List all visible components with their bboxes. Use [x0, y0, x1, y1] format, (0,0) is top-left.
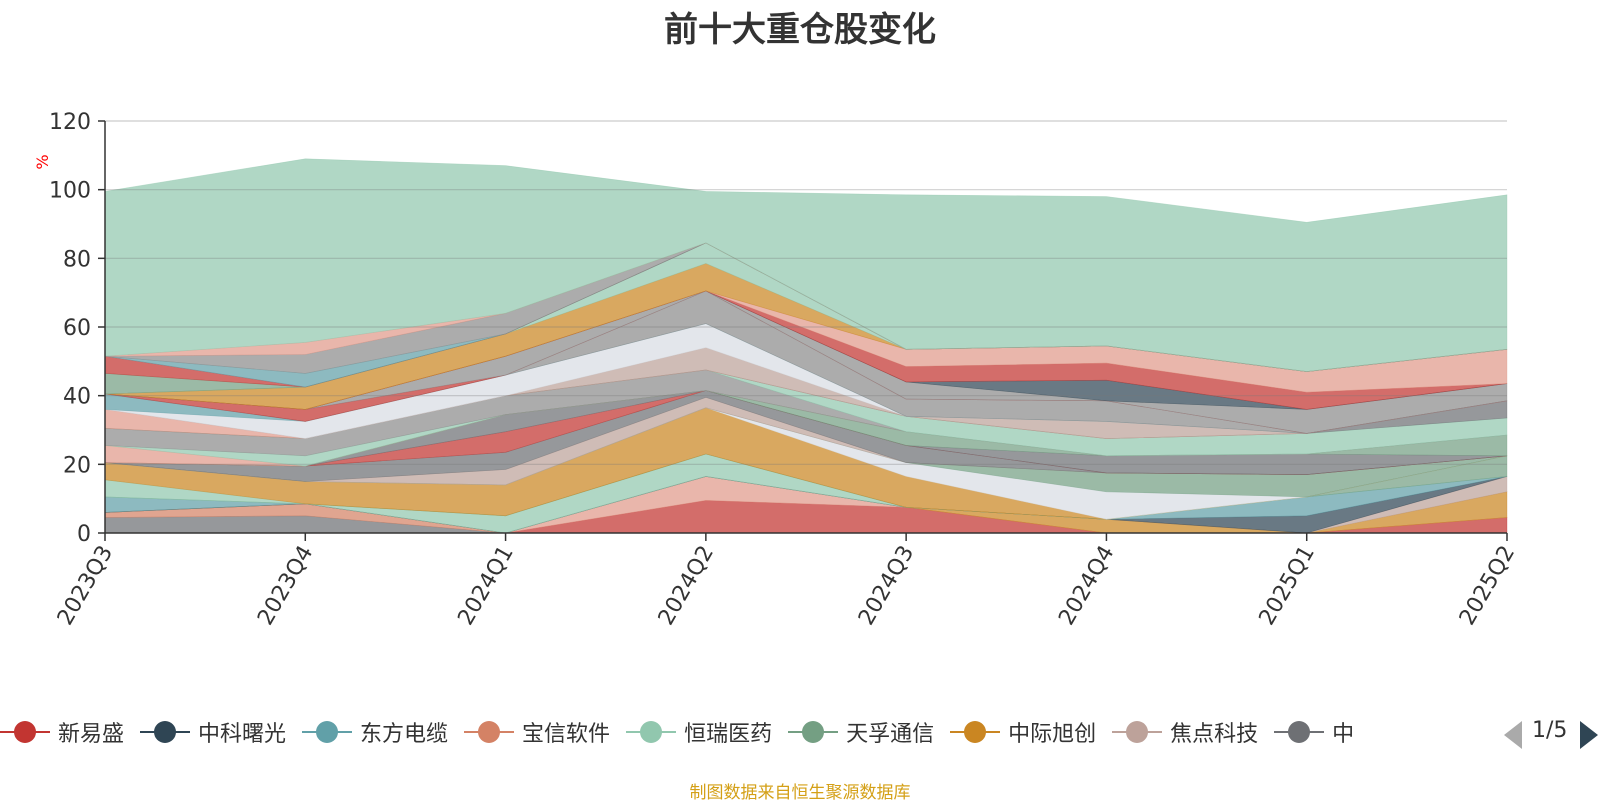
legend-item[interactable]: 新易盛	[0, 716, 124, 748]
pager-text: 1/5	[1532, 718, 1568, 743]
x-tick-label: 2024Q2	[654, 542, 719, 630]
y-tick-label: 60	[63, 316, 91, 341]
legend-label: 天孚通信	[846, 722, 935, 747]
x-tick-label: 2024Q3	[854, 542, 919, 630]
legend-item[interactable]: 宝信软件	[464, 716, 610, 748]
area-layers	[104, 158, 1508, 534]
x-tick-label: 2024Q4	[1054, 542, 1119, 630]
legend-item[interactable]: 中际旭创	[950, 716, 1096, 748]
y-axis-label: %	[33, 154, 52, 169]
legend-label: 东方电缆	[360, 722, 449, 747]
area-band-41	[104, 158, 1508, 372]
y-tick-label: 120	[49, 110, 91, 135]
legend-marker-icon	[302, 720, 353, 744]
y-tick-label: 0	[77, 522, 91, 547]
legend-pager: 1/5	[1500, 716, 1600, 752]
y-tick-label: 80	[63, 247, 91, 272]
y-tick-label: 20	[63, 453, 91, 478]
legend-marker-icon	[788, 720, 839, 744]
legend-marker-icon	[1112, 720, 1163, 744]
x-tick-label: 2024Q1	[453, 542, 518, 630]
legend-label: 宝信软件	[522, 722, 611, 747]
x-tick-label: 2023Q4	[253, 542, 318, 630]
legend-label: 焦点科技	[1170, 722, 1259, 747]
pager-next-icon[interactable]	[1580, 721, 1598, 749]
legend: 新易盛 中科曙光 东方电缆 宝信软件 恒瑞医药 天孚通信 中际旭创 焦点科技 中	[0, 716, 1500, 752]
legend-item[interactable]: 恒瑞医药	[626, 716, 772, 748]
legend-label: 中际旭创	[1008, 722, 1097, 747]
x-tick-label: 2023Q3	[53, 542, 118, 630]
y-tick-label: 40	[63, 385, 91, 410]
legend-label: 新易盛	[58, 722, 125, 747]
legend-item[interactable]: 焦点科技	[1112, 716, 1258, 748]
legend-item[interactable]: 中	[1274, 716, 1354, 748]
legend-marker-icon	[464, 720, 515, 744]
grid-lines	[105, 120, 1507, 465]
stacked-area-chart: 0 20 40 60 80 100 120 2023Q3 2023Q4 2024Q1 2024Q2 2…	[33, 110, 1520, 630]
legend-label: 中	[1332, 722, 1355, 747]
legend-label: 恒瑞医药	[684, 722, 773, 747]
legend-marker-icon	[1274, 720, 1325, 744]
legend-marker-icon	[626, 720, 677, 744]
legend-marker-icon	[0, 720, 50, 744]
y-tick-label: 100	[49, 179, 91, 204]
chart-title: 前十大重仓股变化	[664, 10, 936, 50]
legend-item[interactable]: 东方电缆	[302, 716, 448, 748]
legend-label: 中科曙光	[198, 722, 287, 747]
legend-item[interactable]: 中科曙光	[140, 716, 286, 748]
x-tick-label: 2025Q2	[1455, 542, 1520, 630]
legend-item[interactable]: 天孚通信	[788, 716, 934, 748]
pager-prev-icon[interactable]	[1504, 721, 1522, 749]
x-tick-label: 2025Q1	[1255, 542, 1320, 630]
footer-note: 制图数据来自恒生聚源数据库	[689, 783, 911, 803]
legend-marker-icon	[950, 720, 1001, 744]
legend-marker-icon	[140, 720, 191, 744]
